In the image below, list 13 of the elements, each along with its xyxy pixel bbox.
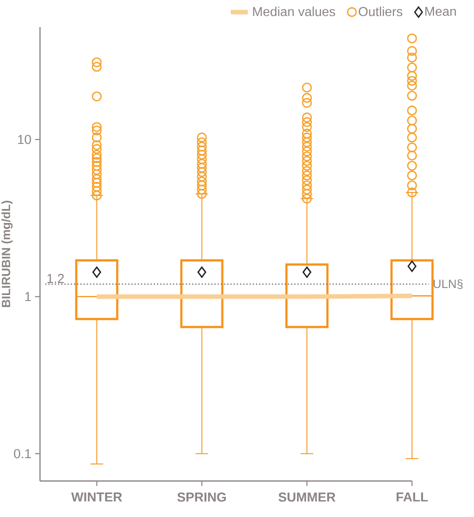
legend-label: Outliers [358, 6, 402, 16]
x-tick-label: WINTER [71, 492, 122, 502]
x-tick-label: FALL [396, 492, 428, 502]
legend-label: Median values [253, 6, 336, 16]
ref-line-label: ULN§ [434, 279, 463, 289]
x-tick-label: SPRING [177, 492, 226, 502]
y-tick-label: 1 [25, 292, 31, 302]
y-tick-label: 0.1 [14, 449, 31, 458]
y-axis-title: BILIRUBIN (mg/dL) [1, 200, 13, 307]
y-tick-label: 10 [18, 134, 31, 144]
x-tick-label: SUMMER [278, 492, 336, 502]
legend-label: Mean [425, 6, 456, 16]
annotation: 1.2 [47, 274, 64, 283]
